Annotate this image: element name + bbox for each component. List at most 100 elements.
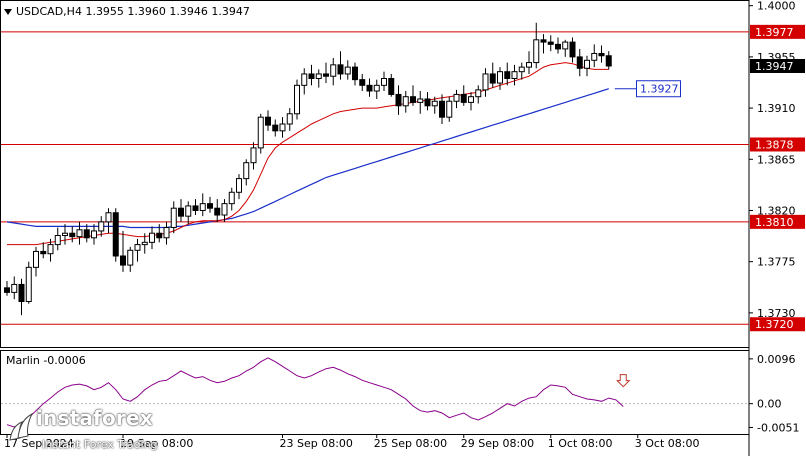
candle-body [584, 59, 590, 69]
symbol-quote: USDCAD,H4 1.3955 1.3960 1.3946 1.3947 [16, 5, 250, 18]
candle-body [366, 84, 373, 92]
time-tick-label: 29 Sep 08:00 [461, 437, 534, 450]
candle-body [598, 52, 605, 57]
price-tick-label: 1.3910 [757, 102, 796, 115]
osc-tick-label: 0.00 [757, 398, 782, 411]
dropdown-triangle-icon[interactable] [4, 9, 12, 15]
logo-tagline: Instant Forex Trading [42, 438, 158, 451]
price-tick-label: 1.3820 [757, 204, 796, 217]
candle-body [18, 283, 25, 302]
candle-body [395, 93, 402, 107]
candle-body [236, 178, 242, 193]
price-panel-frame [0, 0, 750, 348]
candle-body [489, 73, 496, 84]
blue-ma-tag [636, 80, 681, 98]
level-tag [750, 137, 805, 152]
current-price-tag [750, 58, 805, 73]
candle-body [120, 255, 126, 266]
candle-body [199, 203, 206, 211]
time-tick-label: 3 Oct 08:00 [635, 437, 700, 450]
time-tick-label: 19 Sep 08:00 [120, 437, 193, 450]
candle-body [4, 287, 10, 293]
candle-body [337, 64, 344, 75]
candle-body [402, 96, 409, 107]
level-tag [750, 24, 805, 39]
candle-body [286, 113, 293, 125]
level-tag [750, 214, 805, 229]
candle-body [76, 229, 83, 238]
candle-body [149, 232, 155, 243]
candle-body [373, 84, 380, 92]
candle-body [228, 191, 235, 205]
osc-tick-label: -0.0051 [757, 421, 799, 434]
candle-body [475, 89, 482, 98]
candle-body [533, 39, 540, 64]
fast-ma-line [7, 62, 609, 246]
candle-body [308, 73, 315, 80]
candle-body [605, 55, 612, 67]
price-tick-label: 1.3865 [757, 153, 796, 166]
candle-body [439, 100, 445, 118]
time-tick-label: 17 Sep 2024 [4, 437, 74, 450]
oscillator-label: Marlin -0.0006 [6, 354, 86, 367]
osc-tick-label: 0.0096 [757, 353, 796, 366]
candle-body [69, 232, 76, 238]
candle-body [134, 244, 141, 251]
candle-body [410, 96, 416, 103]
current-price-label: 1.3947 [755, 60, 794, 73]
candle-body [112, 212, 119, 257]
time-tick-label: 23 Sep 08:00 [280, 437, 353, 450]
price-tick-label: 1.3775 [757, 256, 796, 269]
candle-body [185, 205, 192, 217]
candle-body [482, 73, 489, 91]
candle-body [504, 71, 511, 80]
candle-body [352, 66, 358, 81]
candle-body [83, 229, 90, 239]
candle-body [62, 232, 68, 237]
candle-body [156, 232, 163, 239]
candle-body [468, 96, 474, 103]
candle-body [33, 250, 39, 268]
candle-body [91, 230, 97, 239]
candle-body [272, 124, 279, 132]
candle-body [127, 249, 134, 266]
candle-body [518, 66, 525, 73]
candle-body [243, 162, 250, 180]
level-label: 1.3810 [755, 216, 794, 229]
candle-body [547, 41, 554, 45]
candle-body [424, 98, 431, 107]
candle-body [315, 73, 322, 80]
candle-body [330, 64, 337, 77]
candle-body [257, 116, 264, 149]
candle-body [250, 147, 257, 164]
candle-body [591, 52, 598, 61]
candle-body [98, 221, 105, 232]
candle-body [460, 93, 467, 103]
candle-body [163, 227, 170, 239]
candle-body [214, 207, 221, 216]
candle-body [562, 41, 569, 50]
candle-body [344, 66, 351, 75]
candle-body [265, 116, 271, 126]
logo-name: instaforex [36, 406, 153, 430]
candle-body [323, 73, 329, 77]
candle-body [47, 244, 54, 255]
candle-body [359, 79, 366, 86]
time-tick-label: 25 Sep 08:00 [374, 437, 447, 450]
candle-body [526, 62, 532, 68]
candle-body [294, 84, 300, 115]
candle-body [540, 39, 547, 43]
candle-body [105, 212, 112, 223]
slow-ma-line [6, 88, 609, 229]
candle-body [192, 205, 199, 211]
level-label: 1.3977 [755, 26, 794, 39]
time-tick-label: 1 Oct 08:00 [548, 437, 613, 450]
candle-body [141, 241, 148, 246]
logo-mark-icon [9, 412, 34, 441]
price-tick-label: 1.4000 [757, 0, 796, 13]
candle-body [25, 266, 32, 302]
candle-body [54, 235, 61, 246]
blue-ma-label: 1.3927 [640, 83, 679, 96]
candle-body [511, 71, 518, 80]
